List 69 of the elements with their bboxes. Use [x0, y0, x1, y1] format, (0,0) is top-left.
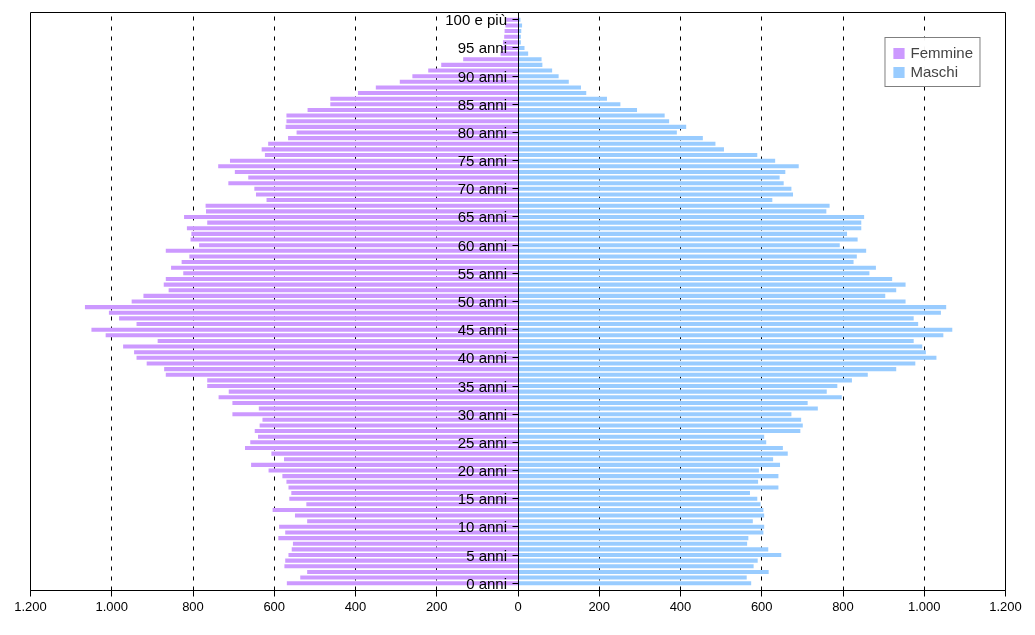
bar [357, 91, 518, 96]
x-tick-label: 200 [588, 598, 611, 614]
bar [504, 29, 518, 34]
x-tick-label: 1.200 [989, 598, 1022, 614]
bar [518, 445, 783, 450]
y-tick-label: 20 anni [457, 462, 508, 480]
bar [157, 338, 518, 343]
x-tick-label: 200 [425, 598, 448, 614]
x-tick-label: 1.000 [95, 598, 129, 614]
y-tick-label: 95 anni [457, 39, 508, 57]
bar [518, 214, 865, 220]
bar [518, 276, 893, 281]
bar [518, 569, 769, 574]
bar [164, 367, 518, 372]
bar [191, 231, 518, 236]
y-tick-label: 10 anni [457, 518, 508, 536]
y-tick-label: 80 anni [457, 123, 508, 141]
bar [518, 322, 919, 327]
y-tick-label: 0 anni [466, 574, 508, 592]
bar [518, 231, 848, 236]
bar [232, 400, 518, 405]
y-tick-label: 45 anni [457, 321, 508, 339]
bar [518, 169, 786, 174]
x-tick-label: 600 [263, 598, 286, 614]
bar [254, 429, 518, 434]
y-tick-label: 25 anni [457, 433, 508, 451]
y-tick-label: 15 anni [457, 490, 508, 508]
bar [307, 569, 518, 574]
x-tick-label: 800 [182, 598, 204, 614]
bar [518, 367, 897, 372]
bar [266, 198, 518, 203]
x-tick-label: 400 [344, 598, 367, 614]
legend-label: Maschi [910, 63, 958, 80]
y-tick-label: 85 anni [457, 95, 508, 113]
y-tick-label: 90 anni [457, 67, 508, 85]
legend-label: Femmine [910, 44, 973, 61]
bar [518, 552, 782, 558]
y-tick-label: 75 anni [457, 152, 508, 170]
x-tick-label: 0 [514, 598, 522, 614]
y-tick-label: 50 anni [457, 293, 508, 310]
x-tick-label: 1.200 [14, 598, 47, 614]
bar [518, 338, 914, 343]
y-tick-label: 65 anni [457, 208, 508, 226]
y-tick-label: 60 anni [457, 236, 508, 254]
bar [518, 400, 808, 405]
y-tick-label: 40 anni [457, 349, 508, 367]
y-tick-label: 5 anni [466, 546, 508, 564]
bar [518, 91, 587, 96]
bar [518, 491, 750, 496]
bar [518, 429, 801, 434]
bar [518, 107, 638, 112]
bar [518, 153, 758, 158]
y-tick-label: 30 anni [457, 405, 508, 423]
bar [518, 383, 838, 389]
y-tick-label: 70 anni [457, 180, 508, 198]
y-tick-label: 35 anni [457, 377, 508, 395]
x-tick-label: 800 [832, 598, 854, 614]
bar [181, 260, 518, 265]
bar [518, 260, 854, 265]
bar [272, 507, 518, 512]
bar [518, 507, 764, 512]
bar [518, 198, 773, 203]
y-tick-label: 100 e più [445, 11, 508, 29]
bar [234, 169, 518, 174]
x-tick-label: 1.000 [907, 598, 941, 614]
bar [518, 45, 525, 51]
y-tick-label: 55 anni [457, 264, 508, 282]
x-tick-label: 600 [750, 598, 773, 614]
x-tick-label: 400 [669, 598, 692, 614]
